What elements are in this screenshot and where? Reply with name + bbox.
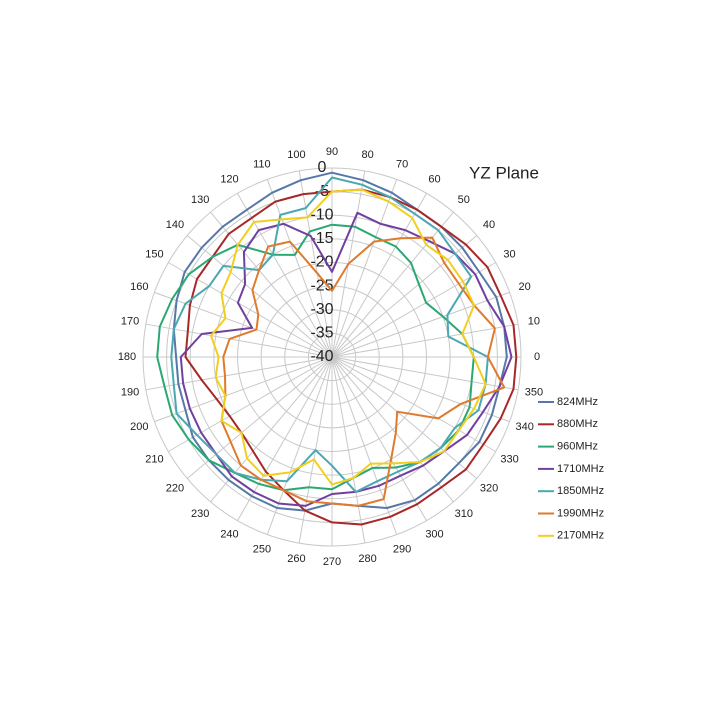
r-tick-label: -40 bbox=[310, 348, 333, 365]
spoke bbox=[331, 356, 398, 535]
angle-label: 160 bbox=[130, 281, 148, 293]
spoke bbox=[154, 291, 333, 358]
angle-label: 190 bbox=[121, 387, 139, 399]
r-tick-label: -25 bbox=[310, 277, 333, 294]
angle-label: 10 bbox=[528, 315, 540, 327]
angle-label: 110 bbox=[253, 158, 271, 170]
legend-label: 824MHz bbox=[557, 396, 598, 408]
angle-label: 80 bbox=[361, 149, 373, 161]
legend-label: 1710MHz bbox=[557, 463, 604, 475]
series-line bbox=[156, 223, 475, 492]
r-tick-label: -35 bbox=[310, 325, 333, 342]
r-tick-label: -15 bbox=[310, 230, 333, 247]
spoke bbox=[145, 323, 333, 358]
spoke bbox=[331, 211, 454, 358]
angle-label: 150 bbox=[145, 248, 163, 260]
angle-label: 230 bbox=[191, 508, 209, 520]
angle-label: 350 bbox=[525, 387, 543, 399]
spoke bbox=[331, 356, 519, 391]
series-line bbox=[210, 188, 487, 486]
angle-label: 340 bbox=[515, 421, 533, 433]
angle-label: 0 bbox=[534, 351, 540, 363]
angle-label: 200 bbox=[130, 421, 148, 433]
spoke bbox=[154, 356, 333, 423]
angle-label: 70 bbox=[396, 158, 408, 170]
angle-label: 280 bbox=[358, 553, 376, 565]
spoke bbox=[331, 356, 366, 544]
spoke bbox=[331, 291, 510, 358]
angle-label: 320 bbox=[480, 483, 498, 495]
angle-label: 20 bbox=[519, 281, 531, 293]
legend-label: 1850MHz bbox=[557, 485, 604, 497]
series-line bbox=[220, 236, 506, 507]
angle-label: 220 bbox=[166, 483, 184, 495]
angle-label: 330 bbox=[500, 453, 518, 465]
r-tick-label: -10 bbox=[310, 206, 333, 223]
spoke bbox=[266, 356, 333, 535]
spoke bbox=[331, 235, 478, 358]
spoke bbox=[186, 356, 333, 479]
angle-label: 140 bbox=[166, 219, 184, 231]
spoke bbox=[168, 262, 333, 358]
angle-label: 30 bbox=[503, 248, 515, 260]
spoke bbox=[331, 356, 510, 423]
legend-label: 880MHz bbox=[557, 418, 598, 430]
angle-label: 250 bbox=[253, 544, 271, 556]
angle-label: 100 bbox=[287, 149, 305, 161]
legend-label: 1990MHz bbox=[557, 507, 604, 519]
angle-label: 270 bbox=[323, 556, 341, 568]
angle-label: 170 bbox=[121, 315, 139, 327]
r-tick-label: -30 bbox=[310, 301, 333, 318]
spoke bbox=[331, 356, 427, 521]
spoke bbox=[331, 179, 398, 358]
angle-label: 50 bbox=[458, 194, 470, 206]
legend-label: 960MHz bbox=[557, 441, 598, 453]
spoke bbox=[331, 356, 454, 503]
angle-label: 120 bbox=[220, 173, 238, 185]
angle-label: 130 bbox=[191, 194, 209, 206]
angle-label: 210 bbox=[145, 453, 163, 465]
spoke bbox=[298, 170, 333, 358]
spoke bbox=[168, 356, 333, 452]
angle-label: 300 bbox=[425, 528, 443, 540]
spoke bbox=[186, 235, 333, 358]
spoke bbox=[331, 193, 427, 358]
angle-label: 290 bbox=[393, 544, 411, 556]
spoke bbox=[331, 262, 496, 358]
series-line bbox=[170, 176, 489, 493]
spoke bbox=[331, 323, 519, 358]
angle-label: 310 bbox=[455, 508, 473, 520]
legend-label: 2170MHz bbox=[557, 530, 604, 542]
series-line bbox=[179, 211, 513, 507]
spoke bbox=[237, 356, 333, 521]
series-line bbox=[184, 188, 518, 526]
spoke bbox=[331, 356, 478, 479]
angle-label: 60 bbox=[428, 173, 440, 185]
angle-label: 260 bbox=[287, 553, 305, 565]
angle-label: 90 bbox=[326, 146, 338, 158]
spoke bbox=[145, 356, 333, 391]
spoke bbox=[331, 356, 496, 452]
spoke bbox=[237, 193, 333, 358]
chart-title: YZ Plane bbox=[469, 163, 539, 182]
r-tick-label: 0 bbox=[318, 159, 327, 176]
angle-label: 240 bbox=[220, 528, 238, 540]
spoke bbox=[266, 179, 333, 358]
spoke bbox=[210, 211, 333, 358]
spoke bbox=[210, 356, 333, 503]
angle-label: 180 bbox=[118, 351, 136, 363]
r-tick-label: -5 bbox=[315, 183, 329, 200]
angle-label: 40 bbox=[483, 219, 495, 231]
